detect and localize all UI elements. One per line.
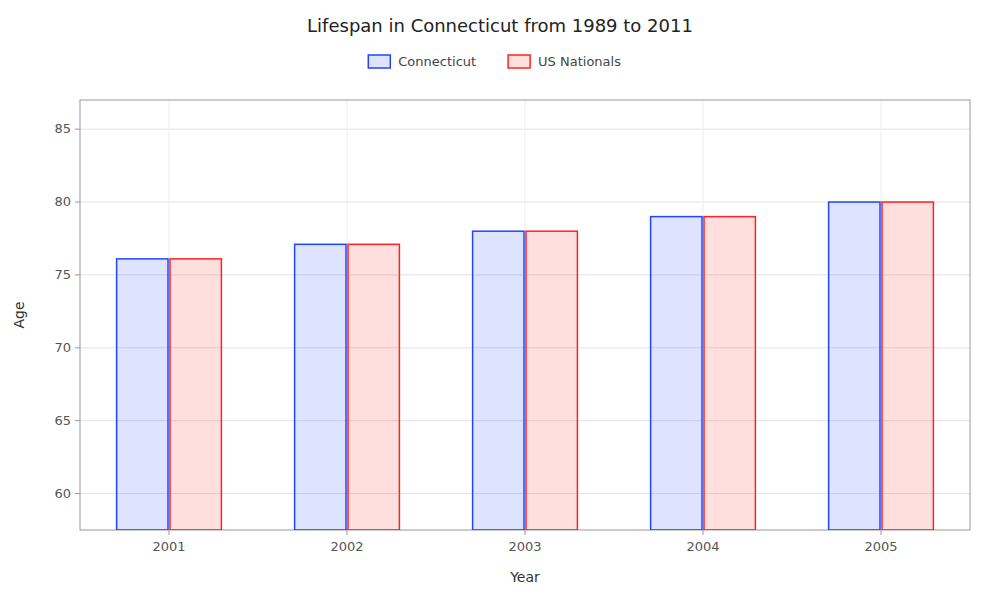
bar [704,217,755,530]
legend-swatch [368,55,390,68]
x-tick [525,530,526,535]
bar [170,259,221,530]
bar [882,202,933,530]
plot-frame [80,100,970,530]
bar [651,217,702,530]
y-tick [75,129,80,130]
legend-label: Connecticut [398,54,476,69]
y-tick-label: 85 [54,121,71,136]
legend-swatch [508,55,530,68]
x-tick [881,530,882,535]
x-axis: 2001 2002 2003 2004 2005 [152,530,897,554]
y-tick [75,493,80,494]
y-tick [75,202,80,203]
y-tick [75,347,80,348]
legend: Connecticut US Nationals [368,54,621,69]
x-tick [703,530,704,535]
x-tick-label: 2001 [152,539,185,554]
y-axis: 60 65 70 75 80 85 [54,121,80,500]
grid [80,100,970,530]
y-tick-label: 75 [54,267,71,282]
y-tick-label: 80 [54,194,71,209]
y-axis-label: Age [11,301,27,328]
chart-title: Lifespan in Connecticut from 1989 to 201… [307,15,693,36]
y-tick-label: 60 [54,486,71,501]
x-axis-label: Year [509,569,540,585]
x-tick [169,530,170,535]
y-tick-label: 65 [54,413,71,428]
x-tick [347,530,348,535]
chart-svg: 60 65 70 75 80 85 2001 2002 2003 2004 2005 Year Age L… [0,0,1000,600]
x-tick-label: 2003 [508,539,541,554]
bar [295,244,346,530]
x-tick-label: 2002 [330,539,363,554]
bar [117,259,168,530]
y-tick [75,274,80,275]
bar [473,231,524,530]
chart-container: 60 65 70 75 80 85 2001 2002 2003 2004 2005 Year Age L… [0,0,1000,600]
x-tick-label: 2005 [864,539,897,554]
bar [829,202,880,530]
bar [348,244,399,530]
y-tick-label: 70 [54,340,71,355]
bar [526,231,577,530]
y-tick [75,420,80,421]
bars [117,202,934,530]
x-tick-label: 2004 [686,539,719,554]
legend-label: US Nationals [538,54,621,69]
